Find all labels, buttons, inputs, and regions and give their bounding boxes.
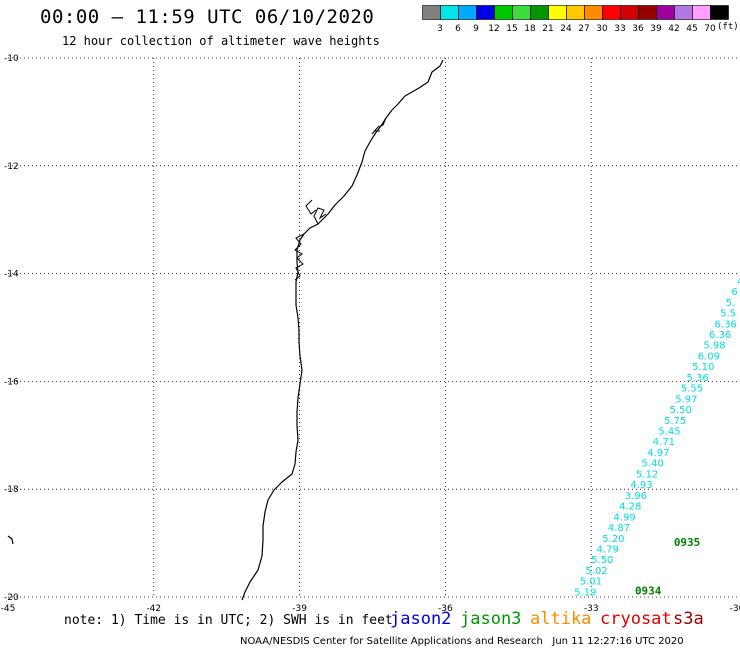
colorbar-label: 21 xyxy=(542,24,553,33)
wave-height-value: 6 xyxy=(731,287,737,298)
wave-height-value: 5.75 xyxy=(664,416,686,427)
wave-height-value: 4 xyxy=(737,276,740,287)
map-subtitle: 12 hour collection of altimeter wave hei… xyxy=(62,34,380,48)
wave-height-value: 4.28 xyxy=(619,502,641,513)
map-title: 00:00 – 11:59 UTC 06/10/2020 xyxy=(40,6,375,28)
wave-height-value: 6.09 xyxy=(698,351,720,362)
lon-tick-label: -39 xyxy=(292,604,307,614)
lat-tick-label: -10 xyxy=(4,54,19,64)
wave-height-value: 5.10 xyxy=(692,362,714,373)
wave-height-value: 3.96 xyxy=(625,491,647,502)
colorbar-label: 15 xyxy=(506,24,517,33)
colorbar-label: 70 xyxy=(704,24,716,33)
wave-height-value: 5.40 xyxy=(642,459,664,470)
altimeter-map: -45 -42 -39 -36 -33 -30 -10 -12 -14 -16 -18 -20 5.1… xyxy=(1,54,740,614)
coastline-detail xyxy=(294,117,387,281)
lat-tick-label: -20 xyxy=(4,593,19,603)
lon-tick-label: -45 xyxy=(1,604,16,614)
footer-credit: NOAA/NESDIS Center for Satellite Applica… xyxy=(240,636,684,647)
lat-tick-label: -18 xyxy=(4,485,19,495)
wave-height-value: 4.99 xyxy=(613,512,635,523)
wave-height-value: 5.50 xyxy=(591,555,613,566)
lon-tick-label: -30 xyxy=(730,604,740,614)
wave-height-value: 5.12 xyxy=(636,469,658,480)
wave-height-value: 6.36 xyxy=(709,330,731,341)
wave-height-value: 5.5 xyxy=(720,309,736,320)
time-label: 0934 xyxy=(635,584,662,597)
time-label: 0935 xyxy=(674,536,701,549)
wave-height-value: 5.55 xyxy=(681,384,703,395)
note-text: note: 1) Time is in UTC; 2) SWH is in fe… xyxy=(64,613,393,628)
colorbar-label: 6 xyxy=(455,24,461,33)
lon-tick-label: -33 xyxy=(584,604,599,614)
lon-tick-label: -36 xyxy=(438,604,453,614)
colorbar-label: 18 xyxy=(524,24,536,33)
wave-height-value: 5.45 xyxy=(658,427,680,438)
coastline xyxy=(241,59,444,601)
wave-height-value: 5.01 xyxy=(580,577,602,588)
colorbar-label: 33 xyxy=(614,24,625,33)
wave-height-value: 4.93 xyxy=(630,480,652,491)
axis-tick-labels: -45 -42 -39 -36 -33 -30 -10 -12 -14 -16 -18 -20 xyxy=(1,54,740,614)
legend-jason3: jason3 xyxy=(460,609,522,629)
wave-height-value: 5.36 xyxy=(686,373,708,384)
legend-jason2: jason2 xyxy=(390,609,452,629)
colorbar-label: 12 xyxy=(488,24,499,33)
colorbar-label: 30 xyxy=(596,24,608,33)
wave-height-value: 5.98 xyxy=(703,341,725,352)
colorbar-swatch xyxy=(710,5,729,20)
colorbar-label: 3 xyxy=(437,24,443,33)
altimeter-track: 5.195.015.025.504.795.204.874.994.283.96… xyxy=(574,276,740,598)
colorbar-label: 39 xyxy=(650,24,662,33)
colorbar-label: 24 xyxy=(560,24,572,33)
lat-tick-label: -16 xyxy=(4,377,19,387)
wave-height-value: 5.50 xyxy=(670,405,692,416)
wave-height-value: 5.97 xyxy=(675,394,697,405)
wave-height-value: 4.87 xyxy=(608,523,630,534)
wave-height-value: 6.36 xyxy=(715,319,737,330)
colorbar-units: (ft) xyxy=(717,22,739,32)
colorbar-label: 27 xyxy=(578,24,589,33)
lat-tick-label: -12 xyxy=(4,162,19,172)
lon-tick-label: -42 xyxy=(146,604,161,614)
wave-height-value: 5.19 xyxy=(574,587,596,598)
wave-height-value: 4.97 xyxy=(647,448,669,459)
colorbar-label: 45 xyxy=(686,24,697,33)
island-marker xyxy=(7,535,14,545)
wave-height-colorbar: 3 6 9 12 15 18 21 24 27 30 33 36 39 42 45 70 xyxy=(422,5,729,33)
legend-cryosat: cryosat xyxy=(600,609,672,629)
colorbar-label: 36 xyxy=(632,24,644,33)
wave-height-value: 4.79 xyxy=(597,544,619,555)
colorbar-label: 9 xyxy=(473,24,479,33)
wave-height-value: 5.02 xyxy=(585,566,607,577)
colorbar-label: 42 xyxy=(668,24,679,33)
wave-height-value: 5.20 xyxy=(602,534,624,545)
wave-height-value: 4.71 xyxy=(653,437,675,448)
lat-lon-grid xyxy=(8,57,737,598)
legend-altika: altika xyxy=(530,609,592,629)
wave-height-value: 5. xyxy=(726,298,736,309)
lat-tick-label: -14 xyxy=(4,270,19,280)
legend-s3a: s3a xyxy=(673,609,704,629)
